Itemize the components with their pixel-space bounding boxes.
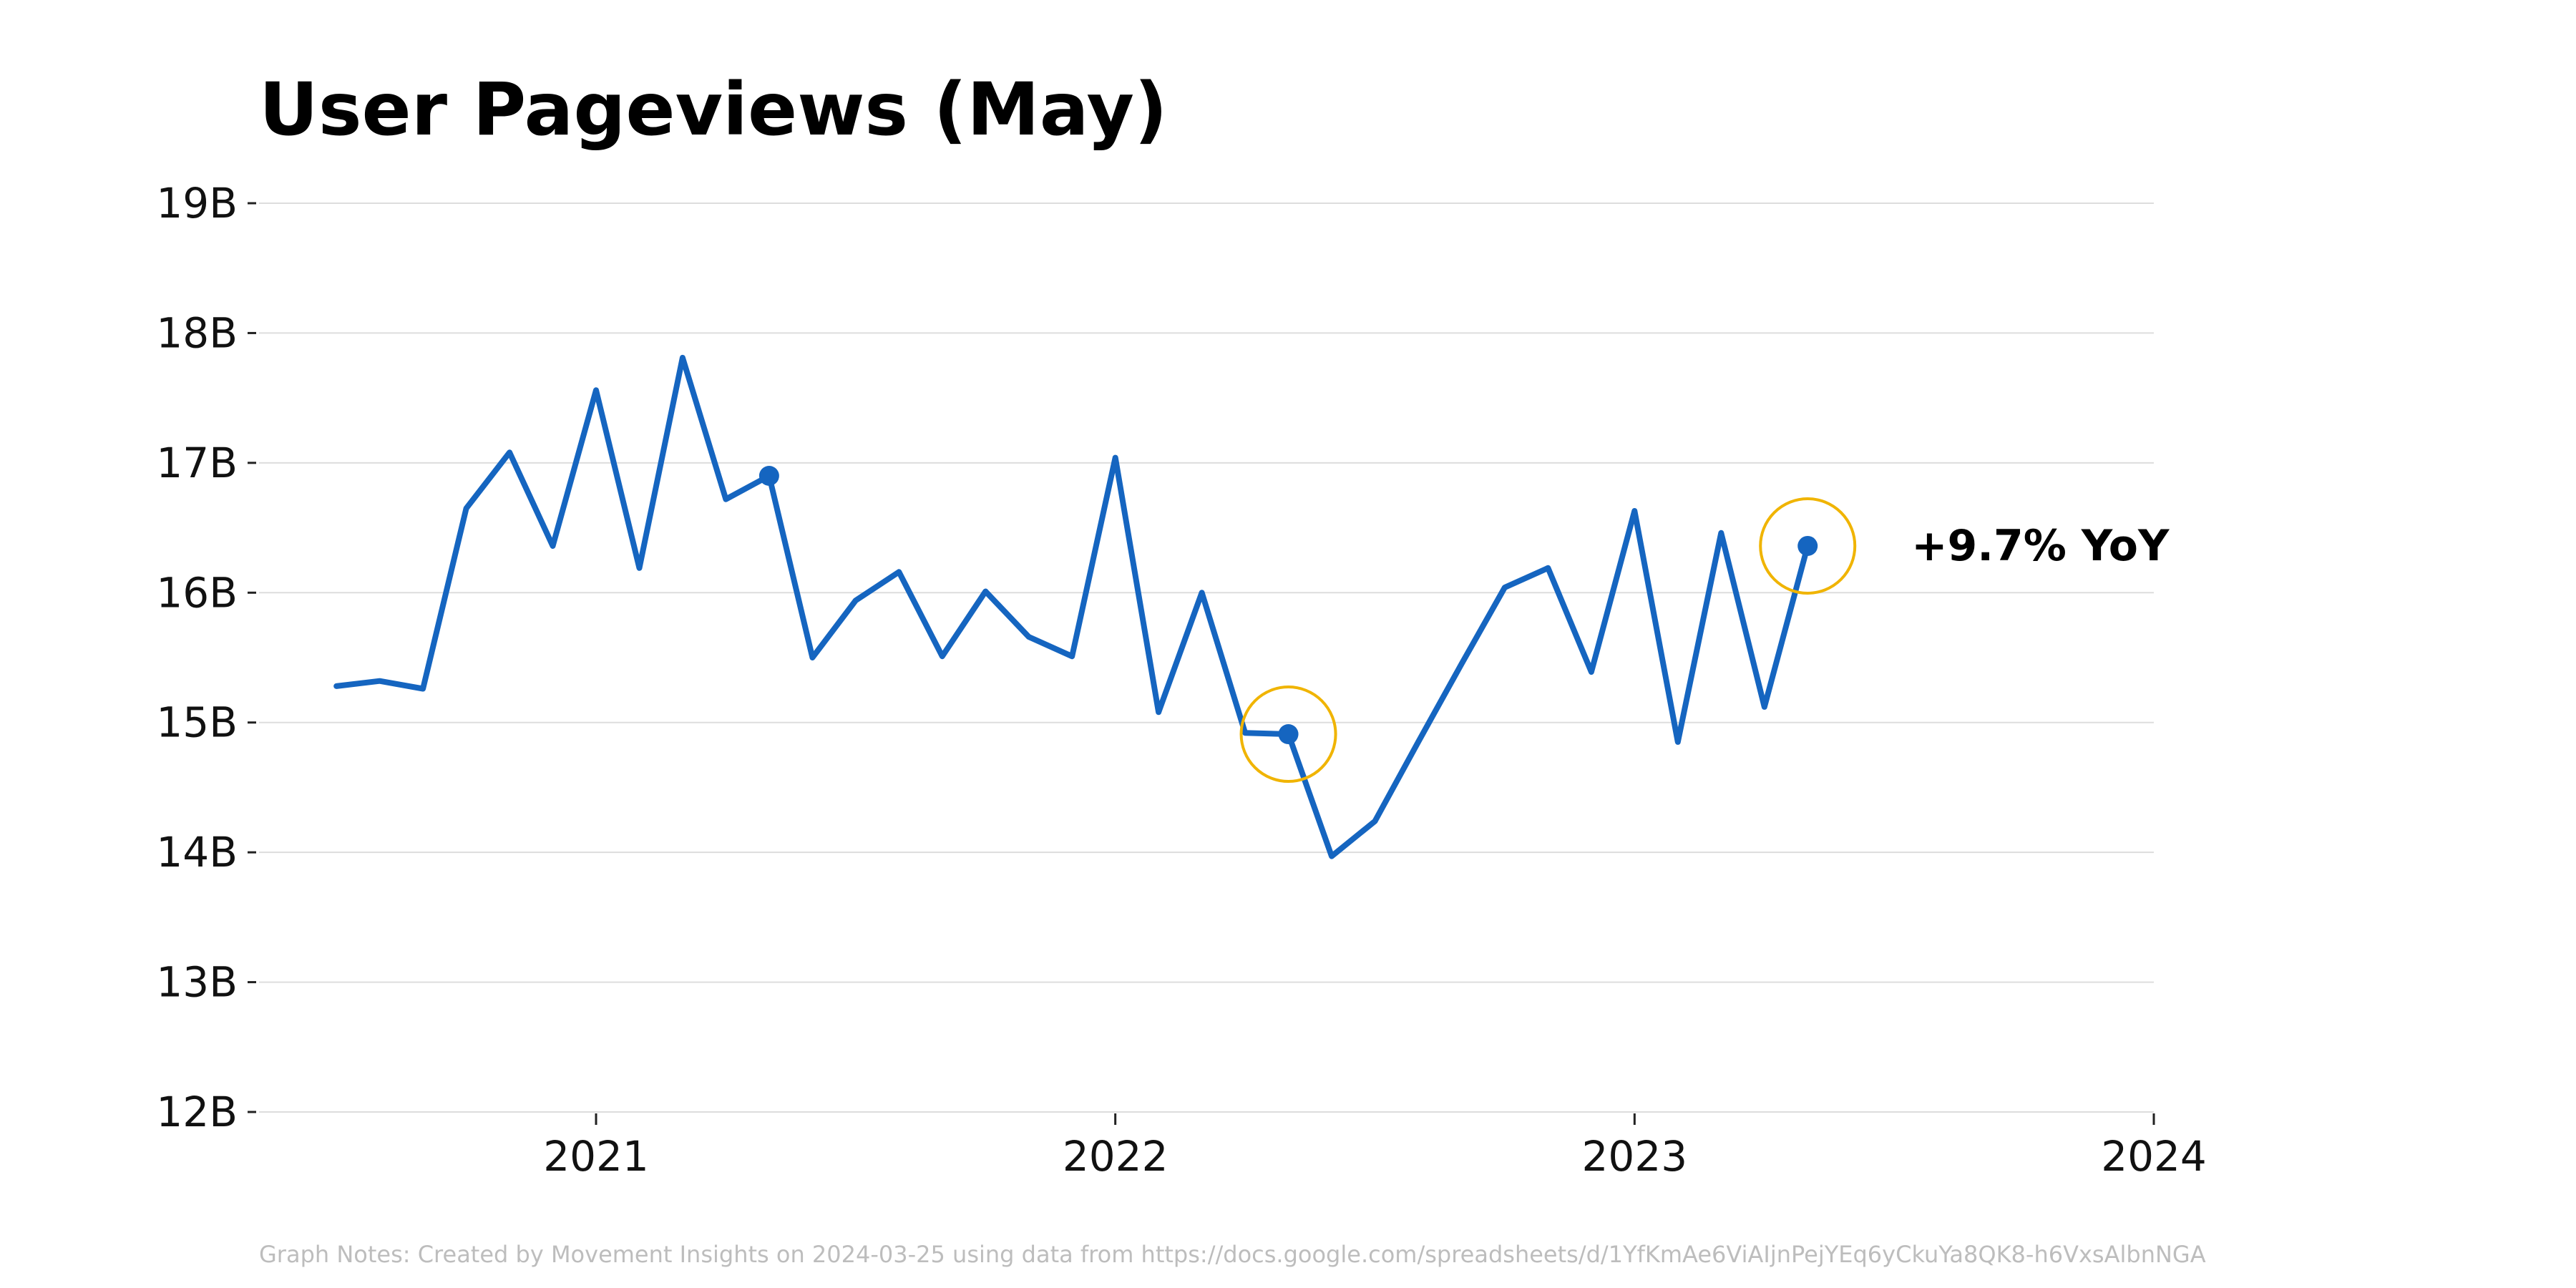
highlight-point: [758, 466, 779, 486]
y-tick-label: 17B: [156, 439, 238, 487]
x-tick-label: 2022: [1063, 1132, 1169, 1181]
y-tick-label: 13B: [156, 958, 238, 1007]
x-tick-label: 2024: [2101, 1132, 2207, 1181]
chart-title: User Pageviews (May): [259, 67, 1168, 152]
highlight-ring: [1759, 497, 1857, 595]
highlight-point: [1278, 724, 1299, 745]
highlight-point: [1797, 535, 1818, 556]
yoy-annotation: +9.7% YoY: [1911, 521, 2170, 571]
y-tick-label: 15B: [156, 698, 238, 747]
data-series: [333, 354, 1811, 859]
gridlines: [259, 203, 2154, 1113]
x-tick-label: 2023: [1582, 1132, 1688, 1181]
y-tick-label: 12B: [156, 1088, 238, 1136]
x-axis: 2021 2022 2023 2024: [543, 1113, 2207, 1181]
y-tick-label: 18B: [156, 308, 238, 357]
highlighted-points: [758, 466, 1857, 784]
x-tick-label: 2021: [543, 1132, 649, 1181]
graph-notes: Graph Notes: Created by Movement Insight…: [259, 1241, 2206, 1268]
y-axis: 12B 13B 14B 15B 16B 17B 18B 19B: [156, 179, 256, 1136]
y-tick-label: 14B: [156, 828, 238, 877]
highlight-ring: [1239, 686, 1337, 784]
y-tick-label: 19B: [156, 179, 238, 228]
series-line: [333, 354, 1811, 859]
y-tick-label: 16B: [156, 568, 238, 617]
